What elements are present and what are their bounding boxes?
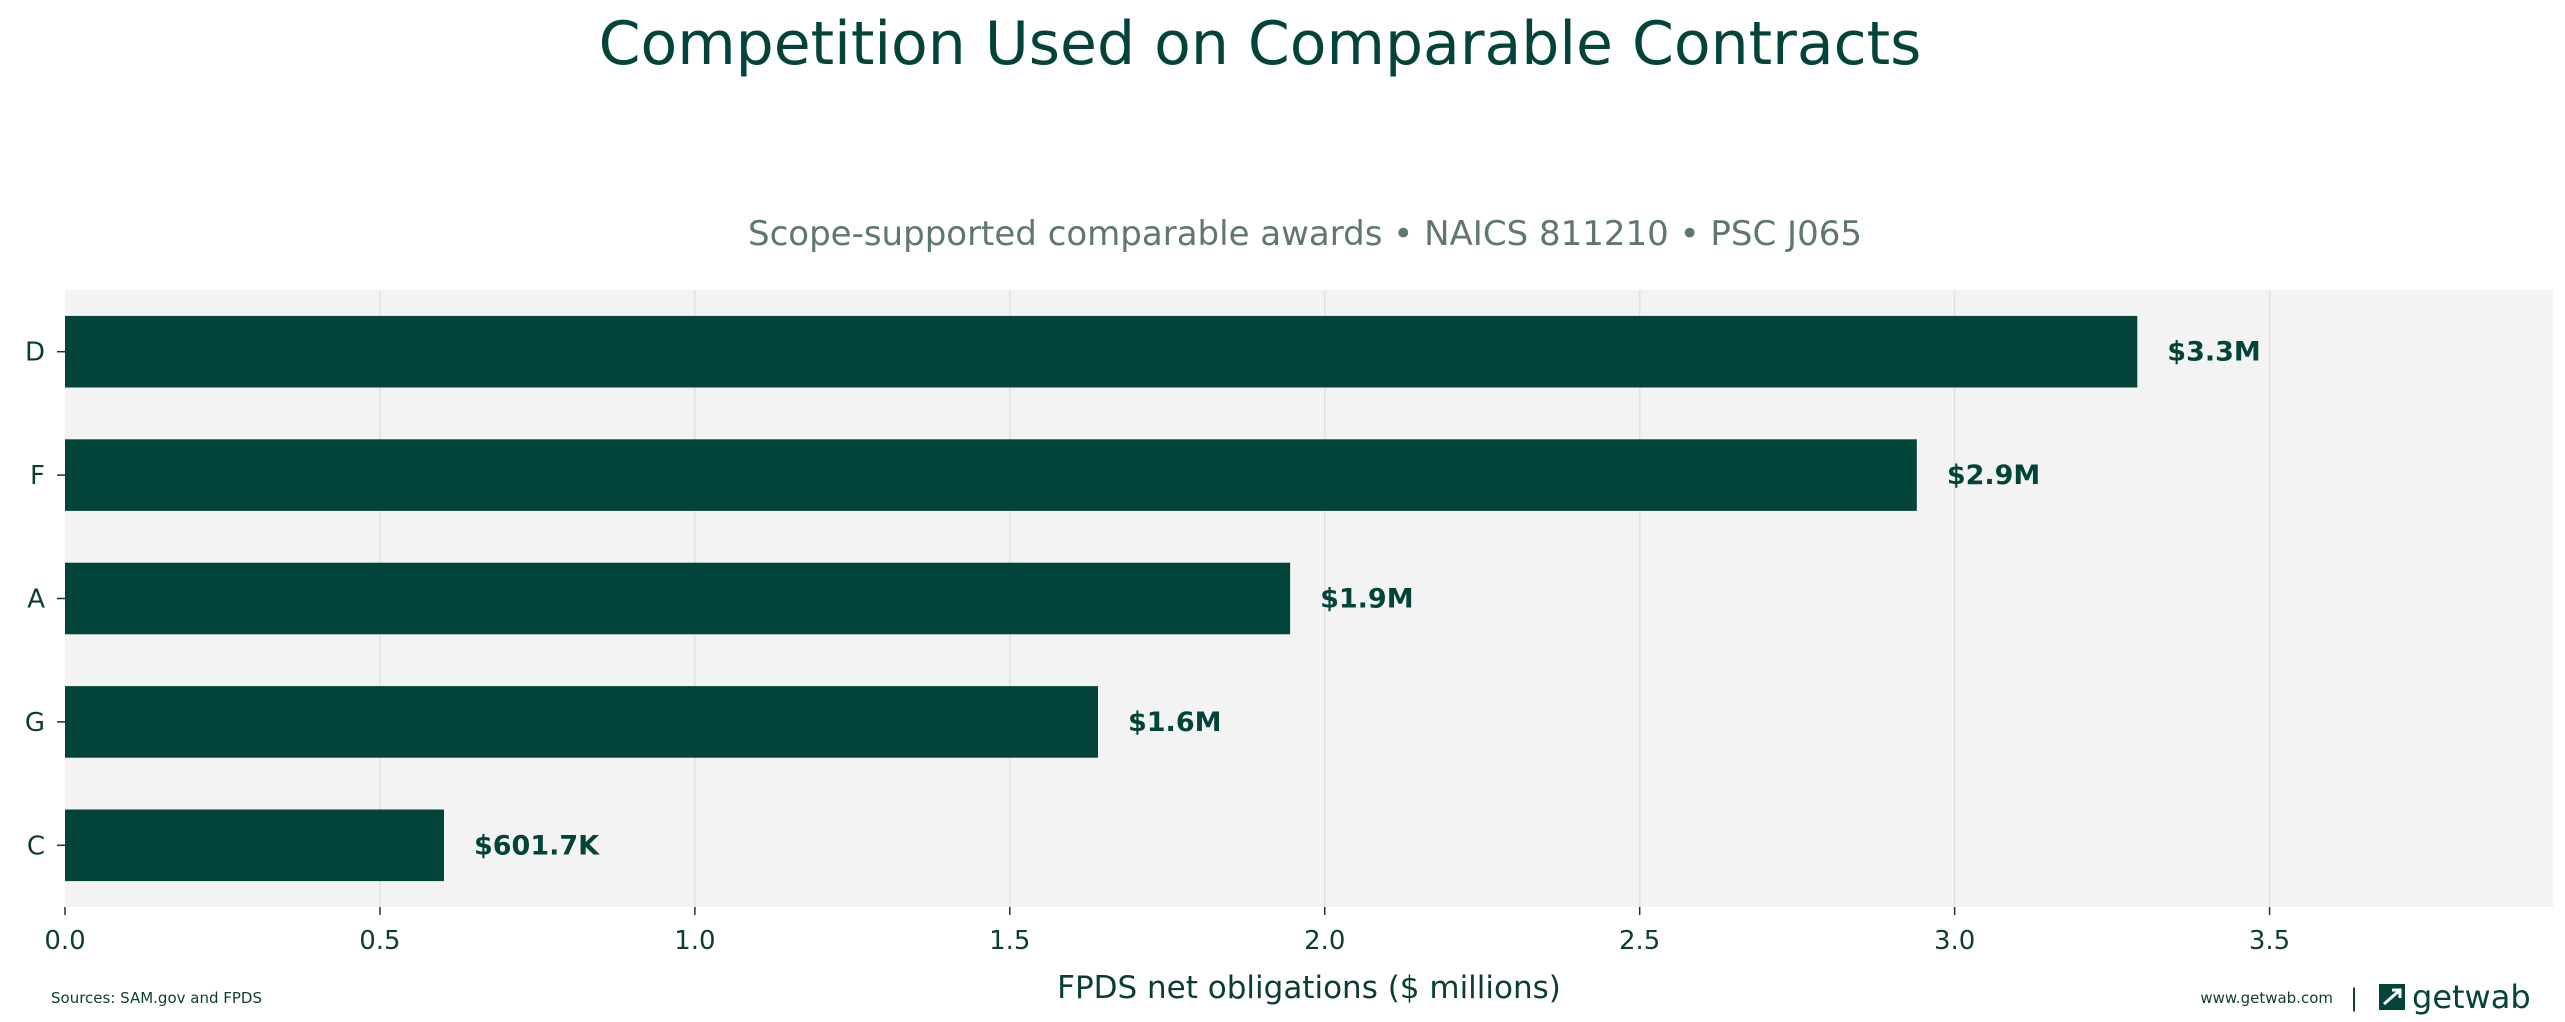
getwab-logo-icon	[2379, 984, 2405, 1010]
y-tick-label-D: D	[25, 338, 45, 368]
footer-site[interactable]: www.getwab.com	[2200, 989, 2333, 1007]
x-axis-label: FPDS net obligations ($ millions)	[1057, 970, 1561, 1006]
chart-title: Competition Used on Comparable Contracts	[599, 9, 1922, 79]
x-tick-label-3.0: 3.0	[1934, 926, 1975, 956]
footer-source: Sources: SAM.gov and FPDS	[51, 989, 262, 1007]
data-labels: $3.3M $2.9M $1.9M $1.6M $601.7K	[474, 337, 2261, 862]
x-tick-label-2.5: 2.5	[1619, 926, 1660, 956]
y-axis-ticks: D F A G C	[25, 338, 65, 861]
data-label-G: $1.6M	[1128, 707, 1222, 738]
chart-subtitle: Scope-supported comparable awards • NAIC…	[748, 214, 1862, 254]
y-tick-label-A: A	[27, 585, 45, 615]
data-label-D: $3.3M	[2167, 337, 2261, 368]
footer-separator: |	[2350, 984, 2358, 1012]
bar-D	[65, 315, 2138, 388]
x-axis-ticks: 0.0 0.5 1.0 1.5 2.0 2.5 3.0 3.5	[44, 907, 2290, 956]
bars	[65, 315, 2138, 882]
x-tick-label-1.5: 1.5	[989, 926, 1030, 956]
x-tick-label-0.0: 0.0	[44, 926, 85, 956]
x-tick-label-2.0: 2.0	[1304, 926, 1345, 956]
bar-F	[65, 439, 1917, 511]
x-tick-label-3.5: 3.5	[2249, 926, 2290, 956]
y-tick-label-G: G	[25, 708, 45, 738]
y-tick-label-F: F	[30, 461, 45, 491]
data-label-A: $1.9M	[1320, 584, 1414, 615]
bar-G	[65, 686, 1098, 758]
data-label-F: $2.9M	[1947, 460, 2041, 491]
bar-A	[65, 562, 1291, 635]
x-tick-label-1.0: 1.0	[674, 926, 715, 956]
data-label-C: $601.7K	[474, 830, 600, 861]
y-tick-label-C: C	[27, 831, 45, 861]
brand-name: getwab	[2412, 978, 2531, 1016]
bar-C	[65, 809, 444, 882]
x-tick-label-0.5: 0.5	[359, 926, 400, 956]
